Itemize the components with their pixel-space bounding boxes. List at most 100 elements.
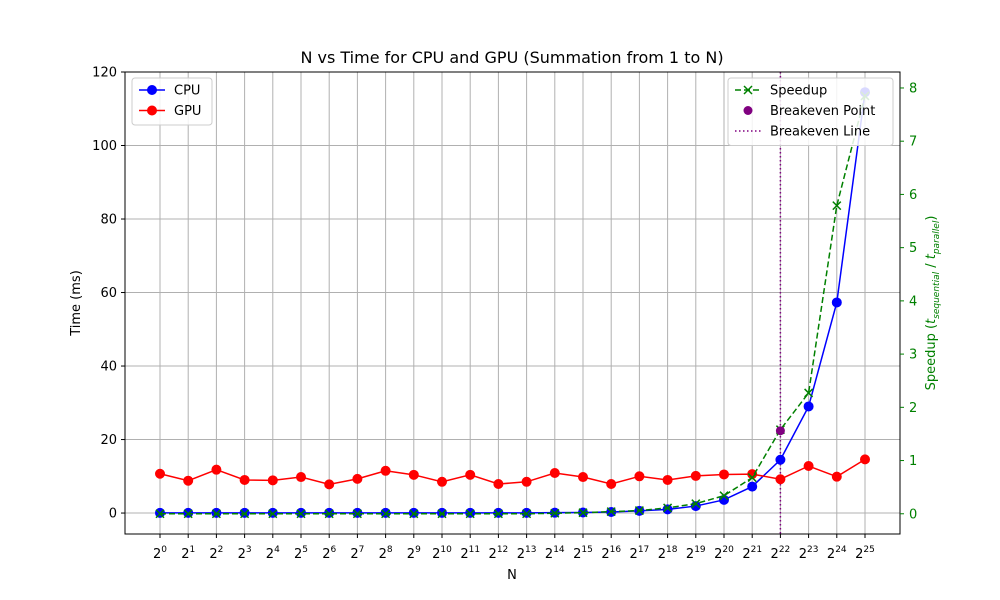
y2-tick-label: 6 — [909, 188, 917, 203]
x-tick-label: 213 — [517, 545, 537, 562]
gpu-point — [352, 473, 363, 484]
x-tick-label: 210 — [432, 545, 452, 562]
x-tick-label: 224 — [827, 545, 847, 562]
speedup-point — [211, 509, 221, 519]
y2-tick-label: 4 — [909, 294, 917, 309]
speedup-point-stroke — [211, 509, 221, 519]
legend-breakeven-point-marker — [743, 106, 753, 115]
gpu-point — [380, 465, 391, 476]
speedup-point — [606, 507, 616, 517]
legend-speedup-marker — [743, 85, 753, 95]
gpu-point — [267, 475, 278, 486]
gpu-point — [493, 479, 504, 490]
speedup-point — [691, 499, 701, 509]
legend-breakeven-line-label: Breakeven Line — [770, 125, 870, 140]
gpu-point — [183, 475, 194, 486]
legend-cpu-label: CPU — [174, 84, 200, 99]
x-tick-label: 28 — [379, 545, 393, 562]
y2-tick-label: 3 — [909, 348, 917, 363]
speedup-point-stroke — [493, 509, 503, 519]
speedup-point — [437, 509, 447, 519]
y2-tick-label: 2 — [909, 401, 917, 416]
x-tick-label: 215 — [573, 545, 593, 562]
axes: 20 21 22 23 24 25 26 27 28 29 210 211 212 213 214 215 21… — [92, 66, 917, 563]
speedup-point — [832, 201, 842, 211]
speedup-point — [634, 506, 644, 516]
cpu-point — [775, 454, 786, 465]
speedup-point-stroke — [324, 509, 334, 519]
legend-left: CPU GPU — [131, 77, 213, 126]
speedup-point — [663, 503, 673, 513]
speedup-point — [296, 509, 306, 519]
gpu-point — [465, 469, 476, 480]
legend-box — [727, 77, 894, 146]
speedup-point — [268, 509, 278, 519]
speedup-point — [522, 509, 532, 519]
x-tick-label: 20 — [153, 545, 167, 562]
x-tick-label: 29 — [407, 545, 421, 562]
speedup-point-stroke — [663, 503, 673, 513]
gpu-point — [521, 476, 532, 487]
speedup-point-stroke — [832, 201, 842, 211]
y-tick-label: 80 — [100, 213, 117, 228]
x-tick-label: 222 — [771, 545, 791, 562]
gpu-point — [324, 479, 335, 490]
speedup-point — [550, 508, 560, 518]
speedup-point-stroke — [578, 508, 588, 518]
speedup-point-stroke — [606, 507, 616, 517]
y-axis-label: Time (ms) — [69, 270, 84, 337]
chart-title: N vs Time for CPU and GPU (Summation fro… — [300, 48, 723, 67]
gpu-point — [634, 471, 645, 482]
speedup-point — [493, 509, 503, 519]
x-axis-label: N — [507, 568, 517, 583]
series-layer — [155, 72, 870, 534]
breakeven-point — [775, 426, 785, 436]
plot-frame — [124, 71, 901, 535]
gpu-point — [578, 472, 588, 483]
cpu-line — [160, 92, 866, 514]
speedup-point — [804, 388, 814, 398]
speedup-point-stroke — [522, 509, 532, 519]
speedup-point — [409, 509, 419, 519]
gpu-point — [155, 468, 165, 479]
gpu-point — [211, 464, 222, 475]
gpu-point — [239, 474, 250, 485]
speedup-point-stroke — [268, 509, 278, 519]
x-tick-label: 24 — [266, 545, 280, 562]
x-tick-label: 27 — [350, 545, 364, 562]
legend-speedup-label: Speedup — [770, 84, 827, 99]
x-tick-label: 212 — [489, 545, 509, 562]
speedup-point-stroke — [240, 509, 250, 519]
speedup-point — [578, 508, 588, 518]
speedup-point — [465, 509, 475, 519]
y-tick-label: 120 — [92, 66, 117, 81]
y2-tick-label: 7 — [909, 135, 917, 150]
y-tick-label: 40 — [100, 360, 117, 375]
gpu-point — [803, 461, 814, 472]
x-tick-label: 216 — [601, 545, 621, 562]
y-tick-label: 20 — [100, 433, 117, 448]
cpu-point — [747, 481, 758, 492]
gpu-point — [408, 469, 419, 480]
x-tick-label: 220 — [714, 545, 734, 562]
gpu-point — [690, 470, 701, 481]
x-tick-label: 26 — [322, 545, 336, 562]
speedup-point — [352, 509, 362, 519]
x-tick-label: 25 — [294, 545, 308, 562]
y2-axis-label: Speedup (tsequential / tparallel) — [924, 216, 942, 391]
speedup-point — [183, 509, 193, 519]
y-tick-label: 100 — [92, 139, 117, 154]
speedup-point-stroke — [804, 388, 814, 398]
legend-right: Speedup Breakeven Point Breakeven Line — [727, 77, 894, 146]
gpu-point — [662, 474, 673, 485]
speedup-point-stroke — [550, 508, 560, 518]
speedup-point-stroke — [719, 491, 729, 501]
speedup-point-stroke — [352, 509, 362, 519]
legend-cpu-marker — [147, 85, 157, 95]
legend-gpu-label: GPU — [174, 104, 201, 119]
x-tick-label: 23 — [238, 545, 252, 562]
speedup-point — [155, 509, 165, 519]
speedup-point-stroke — [437, 509, 447, 519]
speedup-point — [324, 509, 334, 519]
